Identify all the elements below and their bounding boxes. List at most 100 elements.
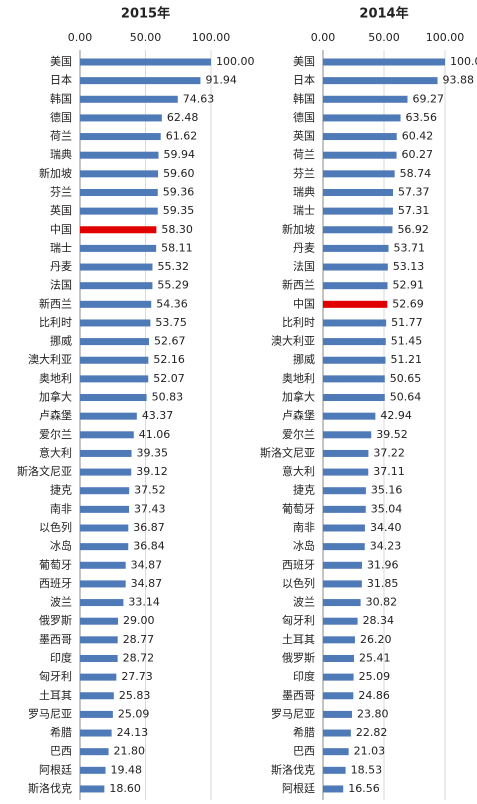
category-label: 葡萄牙 xyxy=(39,558,72,571)
value-label: 52.91 xyxy=(393,279,425,292)
value-label: 37.11 xyxy=(373,465,405,478)
category-label: 法国 xyxy=(293,259,315,273)
value-label: 18.60 xyxy=(109,782,141,795)
category-label: 波兰 xyxy=(50,596,72,609)
bar xyxy=(323,263,388,271)
bar xyxy=(323,748,349,756)
bar xyxy=(323,710,353,718)
category-label: 加拿大 xyxy=(282,390,315,404)
value-label: 35.16 xyxy=(371,484,403,497)
bar xyxy=(323,766,346,774)
bar xyxy=(80,375,149,383)
category-label: 冰岛 xyxy=(50,539,72,553)
category-label: 墨西哥 xyxy=(282,689,315,702)
category-label: 罗马尼亚 xyxy=(271,707,315,720)
bar xyxy=(80,77,201,85)
category-label: 奥地利 xyxy=(282,371,315,385)
category-label: 日本 xyxy=(293,73,315,87)
category-label: 意大利 xyxy=(39,445,72,459)
category-label: 波兰 xyxy=(293,596,315,609)
category-label: 土耳其 xyxy=(39,689,72,702)
category-label: 爱尔兰 xyxy=(39,428,72,441)
bar xyxy=(80,505,130,513)
category-label: 土耳其 xyxy=(282,633,315,646)
bar xyxy=(323,226,393,234)
bar xyxy=(80,431,134,439)
bar xyxy=(80,151,159,159)
bar xyxy=(80,766,106,774)
bar xyxy=(80,133,161,141)
category-label: 斯洛伐克 xyxy=(28,781,72,795)
value-label: 28.77 xyxy=(123,633,154,646)
value-label: 25.83 xyxy=(119,689,151,702)
category-label: 韩国 xyxy=(293,91,315,105)
value-label: 39.52 xyxy=(376,428,408,441)
bar xyxy=(323,580,362,588)
category-label: 意大利 xyxy=(282,464,315,478)
value-label: 18.53 xyxy=(351,763,383,776)
bar xyxy=(80,244,157,252)
bar xyxy=(80,468,132,476)
value-label: 23.80 xyxy=(357,707,389,720)
value-label: 50.64 xyxy=(390,391,422,404)
bar xyxy=(80,188,158,196)
bar xyxy=(80,114,162,122)
category-label: 捷克 xyxy=(293,483,315,497)
value-label: 63.56 xyxy=(406,111,438,124)
bar xyxy=(80,95,178,103)
bar xyxy=(323,77,438,85)
category-label: 奥地利 xyxy=(39,371,72,385)
category-label: 印度 xyxy=(293,669,315,683)
value-label: 19.48 xyxy=(111,763,143,776)
category-label: 美国 xyxy=(50,55,72,68)
value-label: 39.12 xyxy=(136,465,168,478)
category-label: 挪威 xyxy=(50,334,72,348)
bar xyxy=(80,412,137,420)
bar xyxy=(80,449,132,457)
category-label: 英国 xyxy=(293,129,315,143)
category-label: 南非 xyxy=(50,502,72,515)
value-label: 55.32 xyxy=(157,260,189,273)
category-label: 瑞典 xyxy=(50,147,72,161)
category-label: 中国 xyxy=(293,297,315,310)
value-label: 51.21 xyxy=(390,353,422,366)
value-label: 53.71 xyxy=(394,241,426,254)
value-label: 41.06 xyxy=(139,428,171,441)
value-label: 25.09 xyxy=(359,670,391,683)
value-label: 69.27 xyxy=(413,92,445,105)
value-label: 52.67 xyxy=(154,335,186,348)
bar xyxy=(323,412,376,420)
category-label: 卢森堡 xyxy=(39,408,72,422)
bar xyxy=(323,617,358,625)
value-label: 58.11 xyxy=(161,241,193,254)
bar xyxy=(323,599,361,607)
category-label: 希腊 xyxy=(293,725,315,739)
bar xyxy=(323,785,344,793)
bar xyxy=(323,188,393,196)
value-label: 58.30 xyxy=(161,223,193,236)
value-label: 52.07 xyxy=(153,372,185,385)
bar xyxy=(80,263,153,271)
category-label: 丹麦 xyxy=(293,241,315,254)
value-label: 59.36 xyxy=(163,185,195,198)
value-label: 60.42 xyxy=(402,130,434,143)
value-label: 59.35 xyxy=(163,204,195,217)
bar xyxy=(323,543,365,551)
bar xyxy=(80,319,151,327)
value-label: 24.13 xyxy=(117,726,148,739)
category-label: 新加坡 xyxy=(282,222,315,236)
bar xyxy=(323,692,354,700)
value-label: 59.60 xyxy=(163,167,195,180)
bar xyxy=(323,524,365,532)
bar xyxy=(80,673,117,681)
bar xyxy=(323,114,401,122)
value-label: 21.03 xyxy=(354,745,386,758)
value-label: 37.43 xyxy=(134,502,166,515)
bar xyxy=(80,226,157,234)
value-label: 31.85 xyxy=(367,577,399,590)
value-label: 53.75 xyxy=(155,316,187,329)
bar xyxy=(80,524,129,532)
category-label: 巴西 xyxy=(293,745,315,758)
category-label: 瑞士 xyxy=(293,203,315,217)
bar xyxy=(323,505,366,513)
